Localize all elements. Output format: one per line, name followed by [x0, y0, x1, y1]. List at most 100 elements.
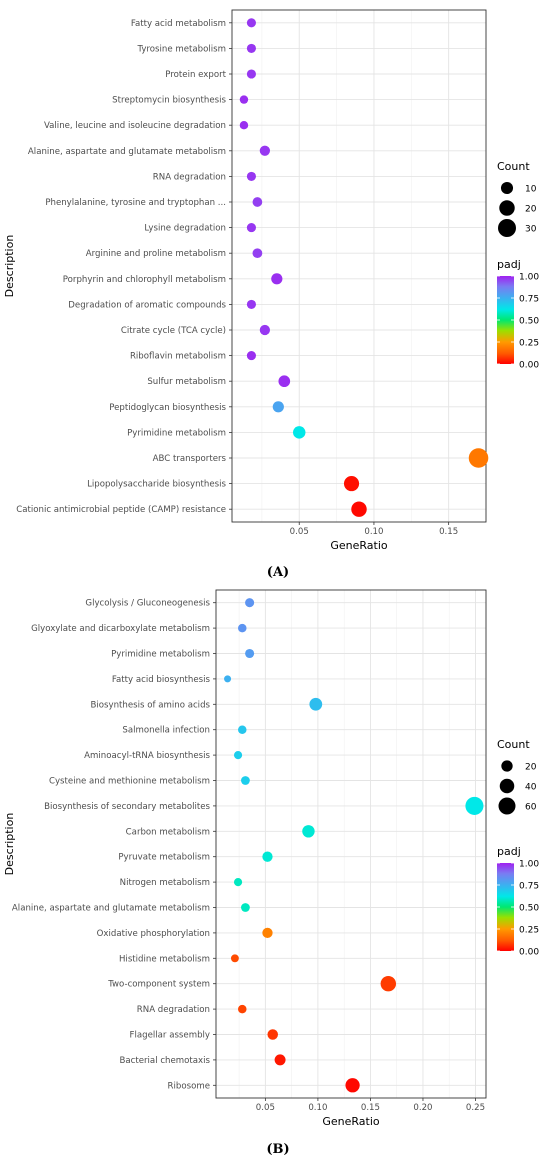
size-legend-label: 20	[525, 763, 537, 773]
x-tick-label: 0.15	[361, 1103, 380, 1113]
data-point	[224, 675, 232, 683]
color-legend-label: 0.75	[519, 295, 539, 305]
data-point	[252, 248, 263, 259]
x-tick-label: 0.10	[364, 527, 383, 537]
size-legend-label: 60	[525, 803, 537, 813]
x-tick-label: 0.05	[256, 1103, 275, 1113]
y-tick-label: Streptomycin biosynthesis	[112, 96, 226, 106]
data-point	[468, 448, 489, 468]
y-tick-label: Carbon metabolism	[126, 827, 210, 837]
data-point	[239, 95, 249, 104]
panel-b: Glycolysis / Gluconeogenesis Glyoxylate a…	[3, 589, 539, 1128]
size-legend-key	[499, 200, 515, 216]
data-point	[262, 851, 273, 862]
y-tick-label: Sulfur metabolism	[147, 377, 226, 387]
data-point	[245, 598, 255, 608]
data-point	[230, 954, 239, 963]
x-tick-label: 0.20	[413, 1103, 432, 1113]
panel-a: Fatty acid metabolism Tyrosine metabolism…	[3, 9, 539, 552]
x-tick-label: 0.05	[290, 527, 309, 537]
data-point	[246, 299, 256, 309]
y-axis-title: Description	[3, 813, 16, 876]
size-legend-title: Count	[497, 160, 530, 173]
color-legend-label: 1.00	[519, 273, 539, 283]
data-point	[233, 878, 243, 887]
data-point	[380, 975, 397, 992]
y-tick-label: Valine, leucine and isoleucine degradati…	[44, 121, 226, 131]
data-point	[343, 476, 360, 492]
y-tick-label: RNA degradation	[137, 1005, 210, 1015]
color-legend-label: 0.50	[519, 904, 539, 914]
data-point	[241, 903, 250, 912]
y-tick-label: Aminoacyl-tRNA biosynthesis	[84, 751, 210, 761]
color-legend-label: 0.75	[519, 882, 539, 892]
size-legend-key	[500, 181, 514, 195]
size-legend-label: 30	[525, 225, 537, 235]
y-tick-label: Histidine metabolism	[119, 954, 210, 964]
data-point	[259, 145, 271, 156]
y-tick-label: Lipopolysaccharide biosynthesis	[87, 480, 226, 490]
y-tick-label: Fatty acid metabolism	[131, 19, 226, 29]
data-point	[309, 697, 323, 711]
data-point	[246, 223, 256, 233]
y-tick-label: Cysteine and methionine metabolism	[49, 777, 210, 787]
y-tick-label: Cationic antimicrobial peptide (CAMP) re…	[16, 505, 226, 515]
y-tick-label: Ribosome	[168, 1081, 210, 1091]
y-tick-label: ABC transporters	[153, 454, 227, 464]
data-point	[246, 18, 256, 28]
data-point	[267, 1029, 278, 1040]
data-point	[259, 324, 271, 336]
y-tick-label: Bacterial chemotaxis	[119, 1056, 210, 1066]
data-point	[233, 751, 243, 760]
y-tick-label: Citrate cycle (TCA cycle)	[121, 326, 226, 336]
color-legend-label: 0.25	[519, 339, 539, 349]
y-tick-label: Tyrosine metabolism	[136, 44, 226, 54]
y-tick-label: Porphyrin and chlorophyll metabolism	[63, 275, 226, 285]
y-tick-label: Salmonella infection	[122, 726, 210, 736]
data-point	[278, 375, 291, 388]
y-tick-label: Protein export	[165, 70, 226, 80]
data-point	[246, 69, 256, 79]
y-tick-label: Flagellar assembly	[130, 1031, 210, 1041]
y-tick-label: Degradation of aromatic compounds	[68, 300, 226, 310]
size-legend-key	[501, 760, 513, 772]
plot-area	[216, 590, 486, 1098]
y-tick-label: Biosynthesis of amino acids	[90, 700, 210, 710]
data-point	[262, 927, 273, 939]
data-point	[246, 171, 256, 181]
color-legend-title: padj	[497, 258, 521, 271]
data-point	[246, 43, 256, 53]
data-point	[271, 273, 283, 285]
color-legend-label: 1.00	[519, 860, 539, 870]
data-point	[465, 796, 484, 815]
y-tick-label: Arginine and proline metabolism	[86, 249, 226, 259]
data-point	[274, 1054, 286, 1066]
data-point	[246, 351, 256, 361]
data-point	[239, 120, 249, 130]
size-legend-key	[498, 797, 516, 815]
panel-label-a: (A)	[267, 565, 289, 580]
x-tick-label: 0.25	[466, 1103, 485, 1113]
y-tick-label: Pyrimidine metabolism	[127, 428, 226, 438]
panel-border	[231, 9, 487, 523]
y-tick-label: Biosynthesis of secondary metabolites	[44, 802, 210, 812]
y-tick-label: Pyrimidine metabolism	[111, 650, 210, 660]
data-point	[292, 426, 306, 439]
size-legend-title: Count	[497, 738, 530, 751]
y-tick-label: Alanine, aspartate and glutamate metabol…	[28, 147, 226, 157]
y-tick-label: Nitrogen metabolism	[120, 878, 210, 888]
data-point	[351, 501, 367, 517]
x-tick-label: 0.10	[308, 1103, 327, 1113]
color-legend-label: 0.00	[519, 948, 539, 958]
y-tick-label: Two-component system	[107, 980, 210, 990]
data-point	[238, 725, 247, 734]
data-point	[238, 1004, 247, 1014]
y-tick-label: Fatty acid biosynthesis	[112, 675, 211, 685]
data-point	[241, 776, 250, 785]
y-tick-label: Glycolysis / Gluconeogenesis	[85, 599, 210, 609]
plot-area	[232, 10, 486, 522]
y-tick-label: Phenylalanine, tyrosine and tryptophan .…	[45, 198, 226, 208]
size-legend-label: 40	[525, 783, 537, 793]
